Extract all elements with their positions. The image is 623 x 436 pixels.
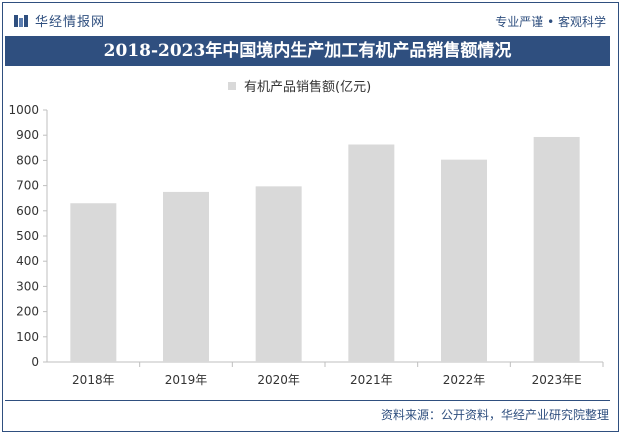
y-tick-label: 700 [16, 179, 39, 193]
brand-name: 华经情报网 [35, 15, 106, 30]
legend-swatch [228, 81, 236, 90]
chart-title: 2018-2023年中国境内生产加工有机产品销售额情况 [5, 36, 610, 66]
bar [163, 191, 209, 362]
x-tick-label: 2019年 [165, 373, 208, 387]
slogan: 专业严谨 • 客观科学 [495, 15, 606, 29]
y-tick-label: 0 [31, 355, 39, 369]
y-tick-label: 1000 [8, 103, 39, 117]
legend-label: 有机产品销售额(亿元) [244, 80, 372, 95]
footer-divider [5, 400, 610, 401]
legend: 有机产品销售额(亿元) [228, 76, 371, 95]
y-tick-label: 200 [16, 305, 39, 319]
x-tick-label: 2018年 [72, 373, 115, 387]
x-tick-label: 2020年 [257, 373, 300, 387]
brand: 华经情报网 [13, 11, 105, 30]
bar [441, 159, 487, 362]
bar [533, 136, 580, 362]
bar [70, 203, 117, 362]
y-tick-label: 600 [16, 204, 39, 218]
y-tick-label: 500 [16, 229, 39, 243]
header: 华经情报网 专业严谨 • 客观科学 [3, 3, 618, 37]
y-tick-label: 800 [16, 153, 39, 167]
y-tick-label: 900 [16, 128, 39, 142]
bar [255, 186, 302, 362]
x-tick-label: 2021年 [350, 373, 393, 387]
y-tick-label: 400 [16, 254, 39, 268]
brand-logo-icon [14, 14, 28, 27]
x-tick-label: 2023年E [532, 373, 582, 387]
x-tick-label: 2022年 [443, 373, 486, 387]
y-tick-label: 100 [16, 330, 39, 344]
bar [348, 144, 395, 362]
source-note: 资料来源：公开资料，华经产业研究院整理 [380, 408, 609, 422]
y-tick-label: 300 [16, 279, 39, 293]
